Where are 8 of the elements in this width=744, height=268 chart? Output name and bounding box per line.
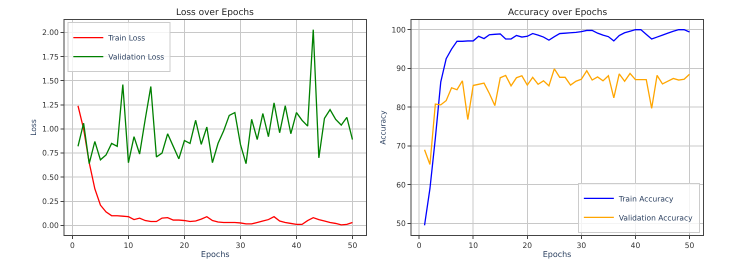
line-series — [77, 105, 354, 226]
line-series — [424, 68, 690, 166]
x-axis-title: Epochs — [200, 250, 230, 260]
chart-title: Loss over Epochs — [176, 8, 254, 18]
x-axis-title: Epochs — [542, 250, 572, 260]
line-series — [77, 28, 354, 164]
line-series — [424, 29, 690, 226]
chart-title: Accuracy over Epochs — [508, 8, 608, 18]
